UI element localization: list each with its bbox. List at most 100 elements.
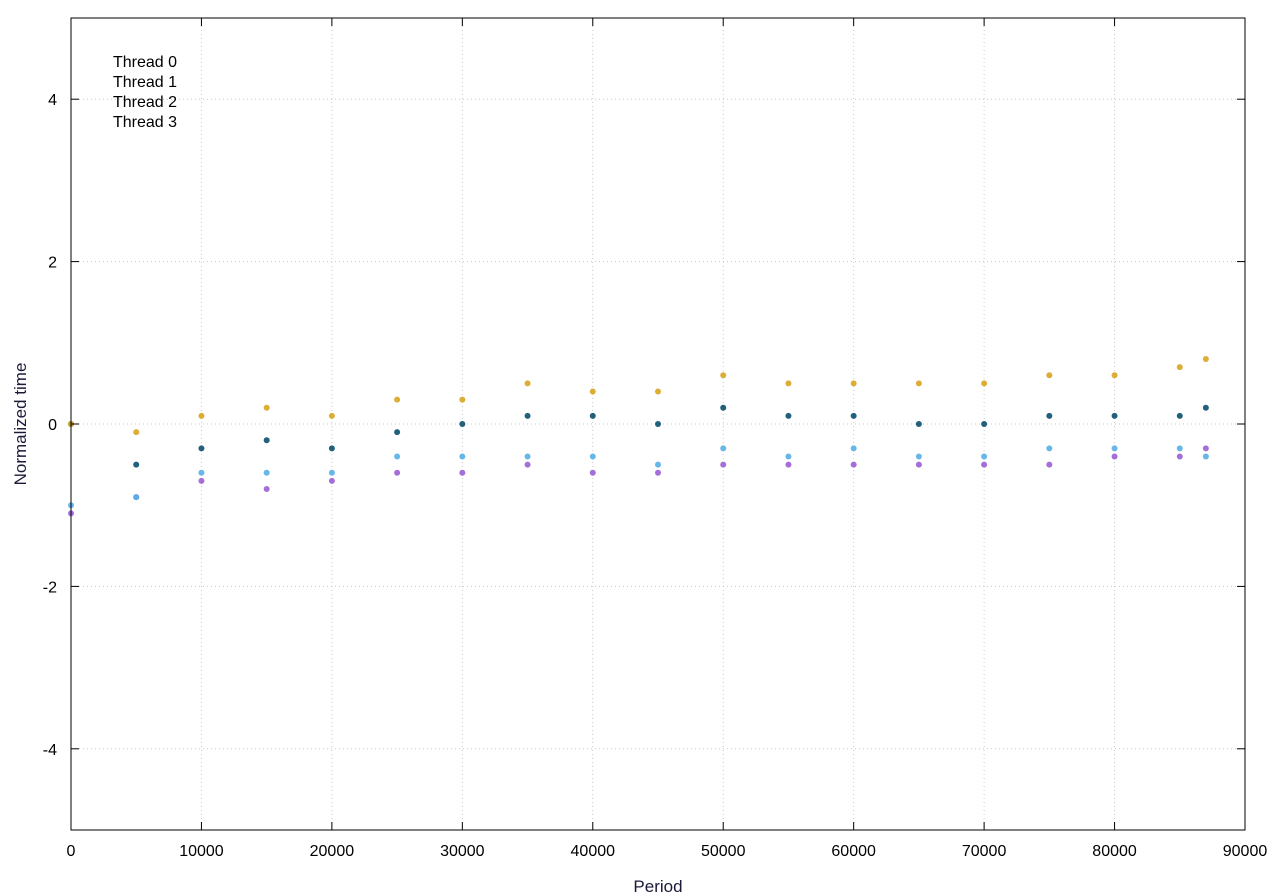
data-point bbox=[1202, 356, 1209, 363]
data-point bbox=[524, 412, 531, 419]
data-point bbox=[655, 461, 661, 468]
data-point bbox=[1202, 453, 1209, 460]
data-point bbox=[915, 453, 922, 460]
y-tick-label: 0 bbox=[48, 417, 57, 434]
x-tick-label: 10000 bbox=[179, 843, 224, 860]
data-point bbox=[850, 461, 857, 468]
data-point bbox=[459, 453, 466, 460]
data-point bbox=[394, 469, 401, 476]
data-point bbox=[785, 412, 792, 419]
data-point bbox=[133, 429, 140, 436]
data-point bbox=[198, 477, 205, 484]
data-point bbox=[198, 445, 205, 452]
data-point bbox=[915, 380, 922, 387]
data-point bbox=[981, 461, 988, 468]
series-1 bbox=[68, 445, 1209, 517]
data-point bbox=[524, 453, 531, 460]
data-point bbox=[459, 396, 466, 403]
x-tick-label: 50000 bbox=[701, 843, 746, 860]
data-point bbox=[133, 494, 140, 501]
y-tick-label: 2 bbox=[48, 255, 57, 272]
data-point bbox=[328, 477, 335, 484]
y-axis-label: Normalized time bbox=[11, 363, 30, 486]
data-point bbox=[655, 421, 661, 427]
x-axis-label: Period bbox=[633, 877, 682, 896]
y-tick-label: 4 bbox=[48, 92, 57, 109]
data-point bbox=[1111, 412, 1118, 419]
data-point bbox=[655, 388, 661, 395]
data-point bbox=[1176, 412, 1183, 419]
data-point bbox=[589, 469, 596, 476]
data-point bbox=[328, 445, 335, 452]
data-point bbox=[850, 445, 857, 452]
data-point bbox=[1176, 364, 1183, 371]
grid bbox=[71, 18, 1245, 830]
data-point bbox=[133, 461, 140, 468]
y-tick-label: -4 bbox=[43, 742, 57, 759]
data-point bbox=[524, 380, 531, 387]
series-3 bbox=[68, 356, 1209, 436]
data-point bbox=[263, 485, 270, 492]
data-point bbox=[915, 421, 922, 427]
data-point bbox=[655, 469, 661, 476]
data-point bbox=[1202, 404, 1209, 411]
y-tick-label: -2 bbox=[43, 579, 57, 596]
data-point bbox=[589, 388, 596, 395]
data-point bbox=[263, 404, 270, 411]
data-point bbox=[459, 469, 466, 476]
legend-label: Thread 1 bbox=[113, 74, 177, 91]
x-tick-label: 40000 bbox=[571, 843, 616, 860]
x-tick-label: 60000 bbox=[831, 843, 876, 860]
data-point bbox=[263, 437, 270, 444]
data-point bbox=[1046, 372, 1053, 379]
data-point bbox=[1046, 412, 1053, 419]
axis-ticks: 0 10000 20000 30000 40000 50000 60000 70000 8000… bbox=[43, 18, 1268, 860]
data-point bbox=[1046, 445, 1053, 452]
data-point bbox=[785, 380, 792, 387]
data-point bbox=[263, 469, 270, 476]
data-point bbox=[1202, 445, 1209, 452]
legend-label: Thread 0 bbox=[113, 54, 177, 71]
data-point bbox=[459, 421, 466, 427]
data-point bbox=[1176, 453, 1183, 460]
data-point bbox=[198, 412, 205, 419]
data-point bbox=[981, 453, 988, 460]
data-point bbox=[785, 461, 792, 468]
data-point bbox=[720, 372, 727, 379]
series-2 bbox=[68, 445, 1209, 509]
legend-label: Thread 2 bbox=[113, 94, 177, 111]
x-tick-label: 90000 bbox=[1223, 843, 1268, 860]
data-point bbox=[1111, 372, 1118, 379]
data-point bbox=[981, 380, 988, 387]
data-point bbox=[198, 469, 205, 476]
data-point bbox=[328, 412, 335, 419]
series-0 bbox=[68, 404, 1209, 468]
x-tick-label: 70000 bbox=[962, 843, 1007, 860]
data-point bbox=[1111, 445, 1118, 452]
data-point bbox=[720, 445, 727, 452]
data-point bbox=[589, 412, 596, 419]
legend-label: Thread 3 bbox=[113, 114, 177, 131]
data-point bbox=[1111, 453, 1118, 460]
data-point bbox=[1176, 445, 1183, 452]
data-point bbox=[394, 429, 401, 436]
data-point bbox=[394, 396, 401, 403]
data-point bbox=[850, 412, 857, 419]
data-point bbox=[981, 421, 988, 427]
x-tick-label: 80000 bbox=[1092, 843, 1137, 860]
data-point bbox=[1046, 461, 1053, 468]
data-point bbox=[328, 469, 335, 476]
data-point bbox=[785, 453, 792, 460]
data-point bbox=[720, 404, 727, 411]
x-tick-label: 30000 bbox=[440, 843, 485, 860]
legend: Thread 0 Thread 1 Thread 2 Thread 3 bbox=[113, 54, 177, 131]
x-tick-label: 20000 bbox=[310, 843, 355, 860]
x-tick-label: 0 bbox=[67, 843, 76, 860]
data-point bbox=[524, 461, 531, 468]
data-point bbox=[850, 380, 857, 387]
data-point bbox=[589, 453, 596, 460]
data-point bbox=[915, 461, 922, 468]
data-point bbox=[720, 461, 727, 468]
data-point bbox=[394, 453, 401, 460]
